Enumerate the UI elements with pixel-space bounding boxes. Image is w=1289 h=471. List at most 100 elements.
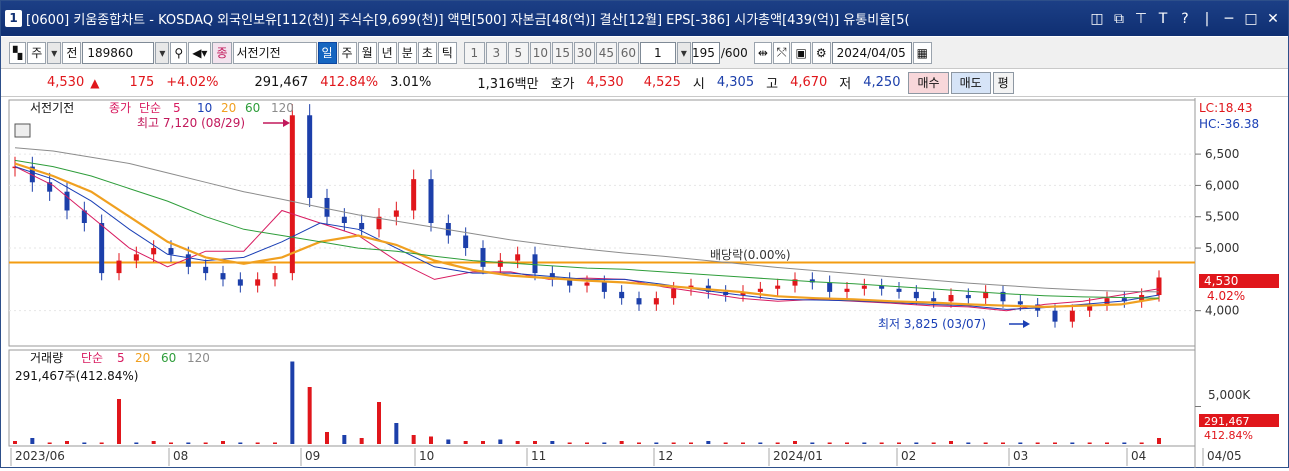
volume-bar [498,439,503,444]
volume-bar [810,442,815,444]
period-day-tab[interactable]: 일 [317,41,337,64]
interval-count-input[interactable]: 1 [639,41,676,64]
period-week-tab[interactable]: 주 [337,41,357,64]
period-minute-tab[interactable]: 분 [397,41,417,64]
pin-icon[interactable]: ⊤ [1134,11,1148,27]
interval-button[interactable]: 10 [529,41,551,64]
market-select[interactable]: 주 [27,41,47,64]
copy-window-icon[interactable]: ⧉ [1114,11,1124,27]
candle-body [81,210,87,223]
interval-button[interactable]: 30 [573,41,595,64]
help-icon[interactable]: ? [1181,11,1189,27]
change-amount: 175 [129,75,155,90]
volume-bar [793,441,797,444]
candle-body [983,291,989,299]
zoom-icon[interactable]: ⇹ [753,41,772,64]
candle-body [480,248,486,267]
calendar-icon[interactable]: ▦ [912,41,932,64]
candle-body [99,223,105,274]
volume-bar [1105,442,1109,444]
volume-bar [255,442,260,444]
volume-bar [429,436,433,444]
interval-button[interactable]: 3 [485,41,507,64]
sell-button[interactable]: 매도 [950,71,991,94]
price-tick-label: 6,500 [1205,147,1239,161]
candle-body [965,295,971,299]
low-price: 4,250 [863,75,901,90]
interval-button[interactable]: 45 [595,41,617,64]
period-month-tab[interactable]: 월 [357,41,377,64]
volume-bar [65,441,69,444]
candle-body [1087,304,1093,311]
candle-body [740,291,746,296]
x-tick-label: 02 [901,449,916,463]
interval-button[interactable]: 1 [463,41,485,64]
volume-bar [1139,442,1144,444]
settings-icon[interactable]: ⚙ [811,41,831,64]
layout-menu-icon[interactable]: ▚ [9,41,27,64]
price-tick-label: 6,000 [1205,178,1239,192]
market-dropdown-icon[interactable]: ▾ [47,41,62,64]
interval-button[interactable]: 15 [551,41,573,64]
text-icon[interactable]: T [1158,11,1168,27]
period-second-tab[interactable]: 초 [417,41,437,64]
code-dropdown-icon[interactable]: ▾ [155,41,170,64]
change-percent: +4.02% [166,75,219,90]
x-tick-label: 2024/01 [773,449,823,463]
x-tick-label: 2023/06 [15,449,65,463]
crosshair-icon[interactable]: ⤲ [772,41,791,64]
period-tick-tab[interactable]: 틱 [437,41,457,64]
speaker-icon[interactable]: ◀▾ [188,41,212,64]
ma-line-5 [14,166,1160,312]
chart-area[interactable]: 6,500 6,000 5,500 5,000 4,000 2023/06 08 09 10 11… [1,98,1288,468]
candle-body [844,288,850,292]
date-input[interactable]: 2024/04/05 [831,41,912,64]
candle-body [792,279,798,286]
candle-body [671,288,677,299]
close-icon[interactable]: ✕ [1267,11,1279,27]
scope-select[interactable]: 전 [62,41,82,64]
interval-button[interactable]: 60 [617,41,639,64]
interval-spin-icon[interactable]: ▾ [676,41,691,64]
volume-bar [827,442,832,444]
maximize-icon[interactable]: □ [1244,11,1258,27]
current-price: 4,530 [47,75,85,90]
volume-bar [134,442,139,444]
candle-body [861,285,867,289]
dividend-annotation: 배당락(0.00%) [710,248,791,262]
x-tick-label: 10 [419,449,434,463]
low-annotation: 최저 3,825 (03/07) [878,317,986,331]
candle-body [1017,301,1023,305]
candle-body [237,279,243,286]
turnover-ratio: 3.01% [390,75,432,90]
interval-button[interactable]: 5 [507,41,529,64]
volume-bar [169,442,173,444]
search-icon[interactable]: ⚲ [170,41,188,64]
x-tick-label: 03 [1013,449,1028,463]
volume-bar [723,442,728,444]
x-tick-label: 08 [173,449,188,463]
title-bar: 1 [0600] 키움종합차트 - KOSDAQ 외국인보유[112(천)] 주… [1,1,1288,36]
volume-bar [567,442,572,444]
minimize-icon[interactable]: ─ [1224,11,1234,27]
save-icon[interactable]: ▣ [791,41,811,64]
stock-code-input[interactable]: 189860 [82,41,155,64]
ask-price: 4,530 [586,75,624,90]
volume-bar [99,442,104,444]
volume-bar [151,441,156,444]
ask-label: 호가 [550,77,575,92]
volume-bar [411,435,416,444]
volume-legend-method: 단순 [81,351,103,365]
restore-layout-icon[interactable]: ◫ [1090,11,1104,27]
view-count-input[interactable]: 195 [691,41,720,64]
trade-amount: 1,316백만 [477,77,539,92]
evaluate-button[interactable]: 평 [992,71,1014,94]
price-legend-method: 단순 [139,101,161,115]
buy-button[interactable]: 매수 [908,71,949,94]
bid-price: 4,525 [643,75,681,90]
period-year-tab[interactable]: 년 [377,41,397,64]
table-view-icon[interactable] [14,123,31,138]
volume-bar [325,432,329,444]
chart-svg[interactable]: 6,500 6,000 5,500 5,000 4,000 2023/06 08 09 10 11… [1,98,1288,468]
